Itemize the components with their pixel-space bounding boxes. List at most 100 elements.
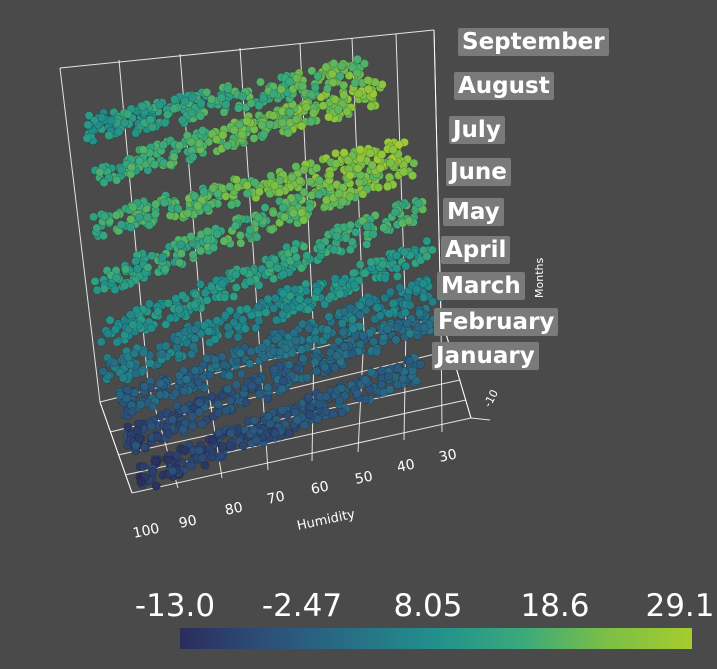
data-point: [236, 369, 246, 379]
data-point: [419, 292, 429, 302]
data-point: [290, 284, 300, 294]
data-point: [163, 298, 173, 308]
data-point: [412, 284, 422, 294]
data-point: [233, 182, 243, 192]
data-point: [155, 390, 165, 400]
data-point: [302, 373, 312, 383]
data-point: [111, 210, 121, 220]
data-point: [213, 408, 223, 418]
month-label-april: April: [441, 236, 511, 264]
data-point: [276, 84, 286, 94]
data-point: [116, 220, 126, 230]
data-point: [166, 313, 176, 323]
data-point: [269, 89, 279, 99]
data-point: [156, 378, 166, 388]
data-point: [380, 273, 390, 283]
data-point: [305, 410, 315, 420]
data-point: [408, 366, 418, 376]
data-point: [268, 274, 278, 284]
data-point: [335, 289, 345, 299]
series-april: [98, 236, 437, 384]
data-point: [169, 104, 179, 114]
data-point: [314, 176, 324, 186]
data-point: [213, 399, 223, 409]
data-point: [238, 441, 248, 451]
data-point: [251, 323, 261, 333]
data-point: [320, 299, 330, 309]
data-point: [238, 92, 248, 102]
data-point: [224, 371, 234, 381]
data-point: [384, 372, 394, 382]
data-point: [271, 315, 281, 325]
data-point: [324, 312, 334, 322]
x-axis-title: Humidity: [296, 507, 357, 534]
data-point: [145, 115, 155, 125]
data-point: [330, 274, 340, 284]
data-point: [379, 223, 389, 233]
data-point: [263, 411, 273, 421]
data-point: [126, 223, 136, 233]
data-point: [231, 221, 241, 231]
data-point: [366, 257, 376, 267]
data-point: [125, 360, 135, 370]
data-point: [277, 118, 287, 128]
data-point: [219, 236, 229, 246]
data-point: [292, 363, 302, 373]
data-point: [312, 163, 322, 173]
data-point: [366, 102, 376, 112]
data-point: [355, 310, 365, 320]
data-point: [392, 322, 402, 332]
data-point: [174, 350, 184, 360]
data-point: [254, 101, 264, 111]
series-june: [90, 154, 419, 295]
data-point: [175, 258, 185, 268]
data-point: [392, 271, 402, 281]
data-point: [139, 348, 149, 358]
data-point: [173, 204, 183, 214]
data-point: [127, 162, 137, 172]
data-point: [151, 456, 161, 466]
data-point: [337, 318, 347, 328]
x-tick-label: 60: [310, 479, 331, 498]
data-point: [295, 176, 305, 186]
data-point: [283, 128, 293, 138]
data-point: [364, 84, 374, 94]
data-point: [153, 307, 163, 317]
data-point: [99, 211, 109, 221]
data-point: [368, 229, 378, 239]
data-point: [148, 467, 158, 477]
data-point: [343, 155, 353, 165]
data-point: [190, 365, 200, 375]
data-point: [413, 198, 423, 208]
data-point: [128, 320, 138, 330]
data-point: [138, 101, 148, 111]
data-point: [334, 189, 344, 199]
data-point: [112, 175, 122, 185]
data-point: [358, 189, 368, 199]
data-point: [352, 54, 362, 64]
data-point: [282, 303, 292, 313]
data-point: [131, 441, 141, 451]
data-point: [245, 359, 255, 369]
data-point: [422, 236, 432, 246]
data-point: [177, 458, 187, 468]
data-point: [296, 345, 306, 355]
data-point: [261, 307, 271, 317]
data-point: [393, 364, 403, 374]
data-point: [219, 107, 229, 117]
data-point: [338, 183, 348, 193]
data-point: [174, 371, 184, 381]
data-point: [292, 415, 302, 425]
data-point: [399, 247, 409, 257]
data-point: [349, 280, 359, 290]
data-point: [174, 304, 184, 314]
data-point: [235, 231, 245, 241]
data-point: [237, 130, 247, 140]
colorbar-label: -13.0: [134, 588, 216, 624]
data-point: [123, 109, 133, 119]
data-point: [270, 293, 280, 303]
data-point: [208, 436, 218, 446]
data-point: [255, 77, 265, 87]
data-point: [247, 381, 257, 391]
data-point: [284, 429, 294, 439]
